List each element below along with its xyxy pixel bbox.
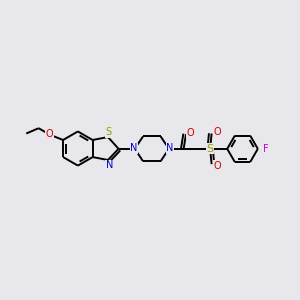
Text: O: O — [46, 129, 53, 139]
Text: S: S — [106, 127, 112, 137]
Text: O: O — [187, 128, 194, 138]
Text: S: S — [207, 144, 214, 154]
Text: O: O — [213, 127, 221, 137]
Text: N: N — [166, 143, 173, 153]
Text: N: N — [130, 143, 138, 153]
Text: F: F — [263, 144, 269, 154]
Text: O: O — [213, 160, 221, 171]
Text: N: N — [106, 160, 113, 170]
